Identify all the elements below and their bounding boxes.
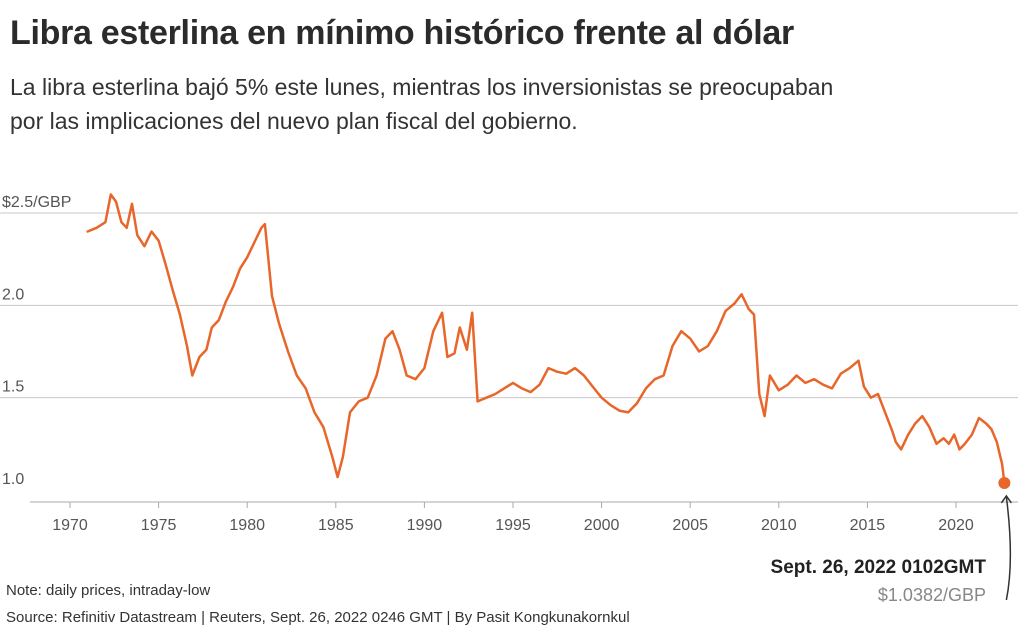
y-tick-label: $2.5/GBP (2, 194, 71, 211)
y-tick-label: 1.5 (2, 379, 24, 396)
y-tick-label: 1.0 (2, 471, 24, 488)
x-axis: 1970 1975 1980 1985 1990 1995 2000 2005 2010 2015… (30, 501, 1018, 534)
annotation-value: $1.0382/GBP (877, 585, 986, 605)
x-tick-label: 2010 (761, 517, 797, 534)
x-tick-label: 2005 (672, 517, 708, 534)
x-tick-label: 1980 (229, 517, 265, 534)
chart-title: Libra esterlina en mínimo histórico fren… (10, 14, 794, 52)
x-tick-label: 1995 (495, 517, 531, 534)
subtitle-line-1: La libra esterlina bajó 5% este lunes, m… (10, 74, 834, 100)
chart-note: Note: daily prices, intraday-low (6, 582, 211, 599)
x-tick-label: 1985 (318, 517, 354, 534)
subtitle-line-2: por las implicaciones del nuevo plan fis… (10, 108, 578, 134)
annotation-arrow (1005, 496, 1012, 601)
gbp-usd-series-line (86, 193, 1006, 485)
chart-subtitle: La libra esterlina bajó 5% este lunes, m… (10, 70, 1010, 138)
series-layer (86, 193, 1006, 485)
annotation-date: Sept. 26, 2022 0102GMT (770, 557, 986, 578)
chart-source: Source: Refinitiv Datastream | Reuters, … (6, 609, 630, 626)
annotation-layer (998, 476, 1012, 601)
x-tick-label: 1990 (407, 517, 443, 534)
x-tick-label: 2020 (938, 517, 974, 534)
annotation-arrowhead (1000, 494, 1012, 504)
x-tick-label: 1975 (141, 517, 177, 534)
grid-lines (0, 212, 1018, 399)
y-tick-label: 2.0 (2, 286, 24, 303)
latest-value-marker (998, 476, 1011, 489)
x-tick-label: 1970 (52, 517, 88, 534)
x-tick-label: 2000 (584, 517, 620, 534)
x-tick-label: 2015 (850, 517, 886, 534)
y-axis-labels: 1.0 1.5 2.0 $2.5/GBP (2, 194, 71, 488)
